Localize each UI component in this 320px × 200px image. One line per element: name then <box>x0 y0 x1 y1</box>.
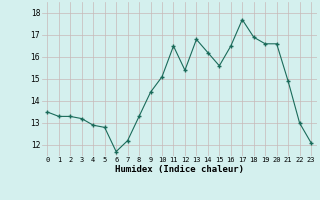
X-axis label: Humidex (Indice chaleur): Humidex (Indice chaleur) <box>115 165 244 174</box>
